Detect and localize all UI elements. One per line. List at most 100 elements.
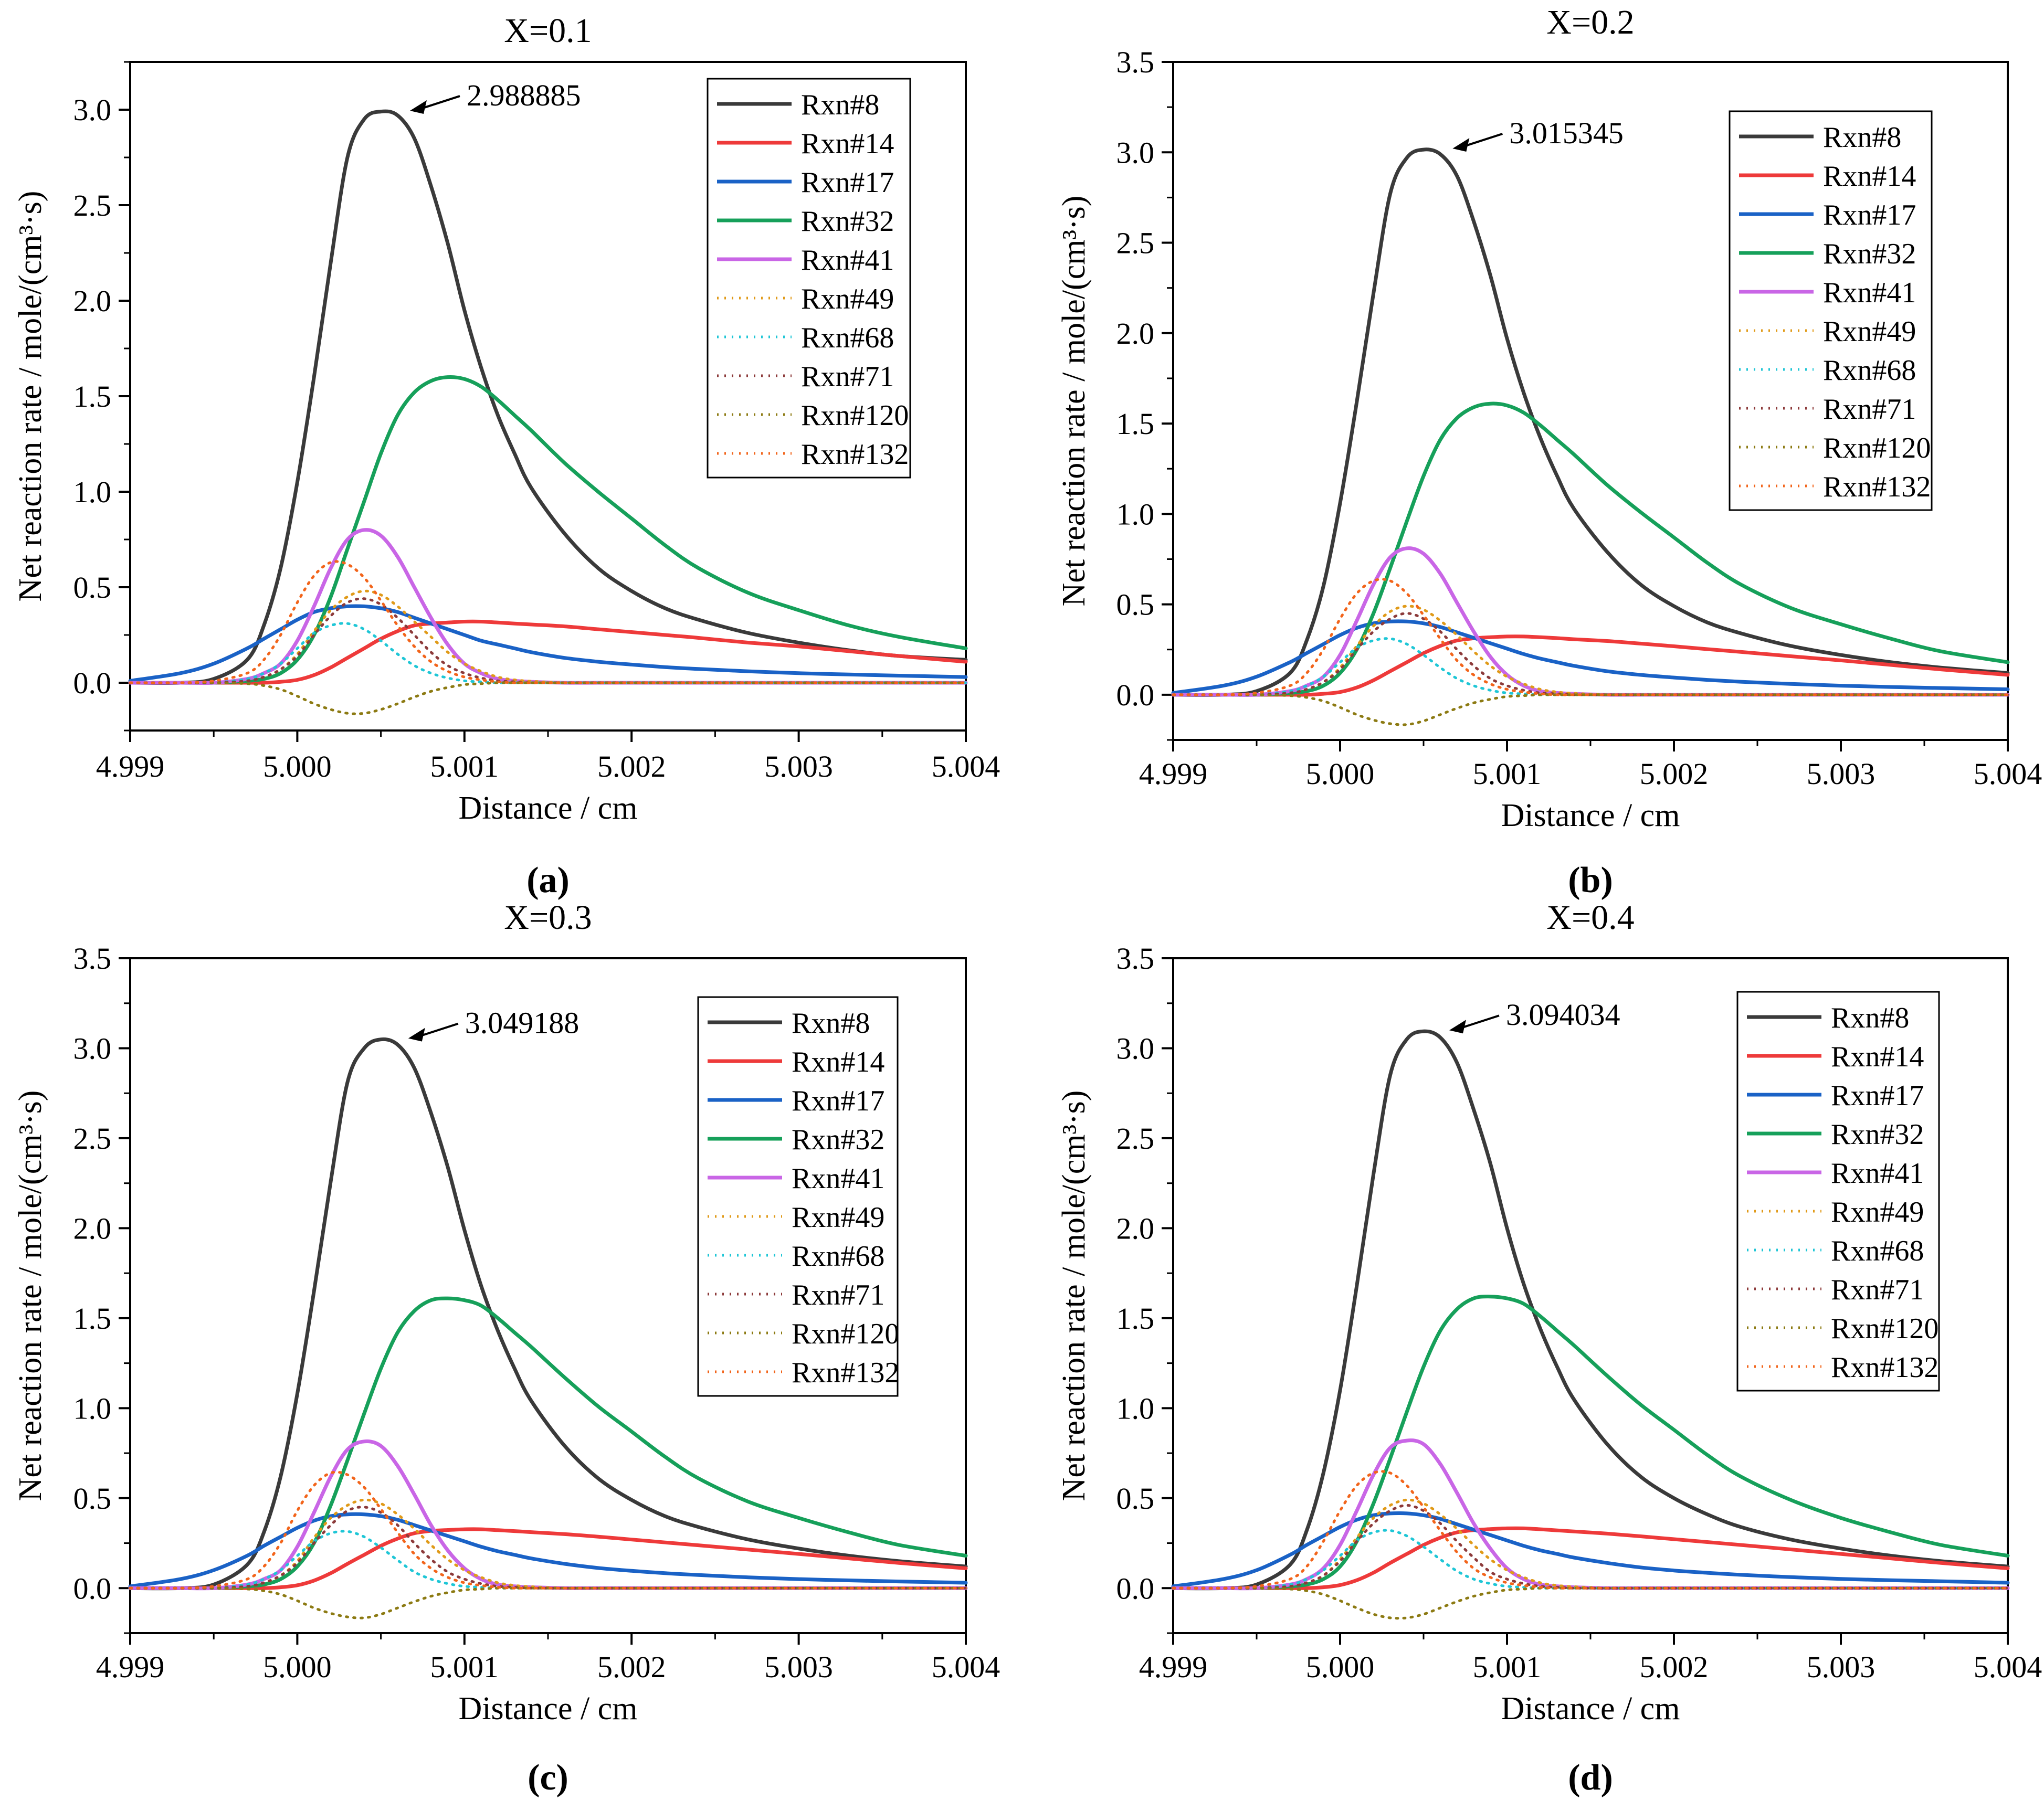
x-tick-label: 5.001 [1473, 1650, 1542, 1684]
chart-panel-d: 4.999 5.000 5.001 5.002 5.003 5.004 0.0 0.5 1.0 1… [1056, 898, 2042, 1798]
series-line-Rxn120 [1172, 1586, 2009, 1620]
legend-label: Rxn#71 [1831, 1274, 1924, 1306]
series-line-Rxn32 [1171, 401, 2010, 697]
legend-label: Rxn#132 [792, 1357, 899, 1389]
series-line-Rxn41 [1171, 546, 2010, 697]
chart-panel-b: 4.999 5.000 5.001 5.002 5.003 5.004 0.0 0.5 1.0 1… [1056, 3, 2042, 901]
legend-label: Rxn#49 [1831, 1196, 1924, 1229]
series-line-Rxn32 [128, 375, 968, 685]
series-line-Rxn71 [129, 597, 967, 684]
legend: Rxn#8 Rxn#14 Rxn#17 Rxn#32 Rxn#41 Rxn#49 Rxn#6… [1736, 991, 1940, 1392]
y-tick-label: 2.5 [1116, 1121, 1155, 1156]
y-tick-label: 1.0 [1116, 1391, 1155, 1425]
series-line-Rxn8 [1171, 147, 2010, 697]
legend-label: Rxn#8 [801, 89, 879, 121]
series-line-Rxn132 [129, 1470, 967, 1590]
series-line-Rxn17 [1171, 1511, 2010, 1589]
legend-label: Rxn#17 [801, 166, 894, 199]
y-tick-label: 1.5 [73, 379, 112, 414]
series-line-Rxn49 [129, 1498, 967, 1590]
annotation-arrow [1464, 133, 1503, 147]
y-tick-label: 2.0 [73, 284, 112, 318]
x-tick-label: 5.002 [1640, 1650, 1709, 1684]
y-tick-label: 1.5 [73, 1301, 112, 1336]
y-tick-label: 2.5 [1116, 226, 1155, 260]
series-line-Rxn49 [1172, 605, 2009, 696]
x-tick-label: 5.000 [263, 749, 332, 783]
panel-label: (d) [1568, 1757, 1613, 1798]
series-line-Rxn32 [128, 1296, 968, 1591]
legend-label: Rxn#71 [792, 1279, 884, 1311]
series-line-Rxn17 [1171, 619, 2010, 695]
y-tick-label: 0.0 [1116, 1571, 1155, 1605]
x-tick-label: 5.004 [1974, 1650, 2042, 1684]
x-tick-label: 5.003 [1807, 757, 1876, 791]
annotation-arrowhead [1452, 137, 1470, 152]
series-line-Rxn14 [1171, 1526, 2010, 1590]
y-tick-label: 3.5 [1116, 45, 1155, 79]
x-tick-label: 5.003 [764, 1650, 833, 1684]
legend-label: Rxn#120 [801, 399, 909, 432]
y-tick-label: 0.5 [1116, 1481, 1155, 1516]
series-line-Rxn17 [128, 1512, 968, 1589]
legend-label: Rxn#68 [1831, 1235, 1924, 1267]
x-tick-label: 5.001 [430, 749, 499, 783]
legend-label: Rxn#120 [1823, 432, 1931, 464]
chart-panel-c: 4.999 5.000 5.001 5.002 5.003 5.004 0.0 0.5 1.0 1… [13, 898, 1000, 1798]
x-tick-label: 5.004 [932, 1650, 1000, 1684]
annotation-label: 3.049188 [465, 1006, 580, 1040]
series-line-Rxn8 [128, 109, 968, 685]
y-tick-label: 3.0 [73, 1031, 112, 1065]
x-tick-label: 5.004 [932, 749, 1000, 783]
legend-label: Rxn#14 [1823, 160, 1916, 193]
legend-label: Rxn#41 [1831, 1157, 1924, 1190]
annotation-arrowhead [408, 1028, 425, 1042]
y-tick-label: 3.0 [1116, 135, 1155, 170]
legend-label: Rxn#41 [792, 1162, 884, 1195]
legend-label: Rxn#14 [1831, 1041, 1924, 1073]
legend-label: Rxn#17 [1823, 199, 1916, 231]
legend-label: Rxn#49 [792, 1201, 884, 1234]
legend-label: Rxn#32 [1831, 1118, 1924, 1151]
x-axis-label: Distance / cm [459, 790, 638, 826]
legend-label: Rxn#132 [1823, 471, 1931, 503]
legend-label: Rxn#32 [792, 1124, 884, 1156]
x-axis-label: Distance / cm [459, 1691, 638, 1727]
legend-label: Rxn#8 [1831, 1002, 1909, 1034]
y-tick-label: 0.0 [1116, 678, 1155, 712]
chart-title: X=0.4 [1546, 898, 1634, 937]
legend-label: Rxn#41 [1823, 277, 1916, 309]
x-tick-label: 5.002 [1640, 757, 1709, 791]
x-tick-label: 5.002 [597, 1650, 666, 1684]
x-tick-label: 5.002 [597, 749, 666, 783]
panel-label: (c) [528, 1757, 568, 1798]
legend-label: Rxn#14 [801, 128, 894, 160]
legend-box [1736, 991, 1940, 1392]
legend-label: Rxn#32 [1823, 238, 1916, 270]
y-axis-label: Net reaction rate / mole/(cm³·s) [1056, 196, 1092, 607]
y-tick-label: 0.0 [73, 1571, 112, 1605]
y-tick-label: 2.5 [73, 1121, 112, 1156]
series-line-Rxn8 [1171, 1029, 2010, 1591]
panel-label: (a) [526, 860, 570, 901]
legend-label: Rxn#71 [801, 361, 894, 393]
x-axis-label: Distance / cm [1501, 798, 1680, 833]
legend-label: Rxn#132 [801, 438, 909, 471]
series-line-Rxn14 [1171, 634, 2010, 697]
legend: Rxn#8 Rxn#14 Rxn#17 Rxn#32 Rxn#41 Rxn#49 Rxn#6… [697, 996, 899, 1397]
legend-label: Rxn#14 [792, 1046, 884, 1078]
legend-label: Rxn#49 [801, 283, 894, 315]
y-tick-label: 3.0 [73, 93, 112, 127]
y-tick-label: 0.5 [73, 570, 112, 605]
series-line-Rxn41 [128, 528, 968, 685]
legend-label: Rxn#17 [1831, 1079, 1924, 1112]
x-tick-label: 4.999 [96, 1650, 165, 1684]
x-tick-label: 5.003 [764, 749, 833, 783]
legend-label: Rxn#49 [1823, 315, 1916, 348]
y-tick-label: 2.5 [73, 188, 112, 223]
x-axis-label: Distance / cm [1501, 1691, 1680, 1727]
y-tick-label: 3.0 [1116, 1031, 1155, 1065]
x-tick-label: 4.999 [1139, 757, 1208, 791]
legend-box [697, 996, 899, 1397]
